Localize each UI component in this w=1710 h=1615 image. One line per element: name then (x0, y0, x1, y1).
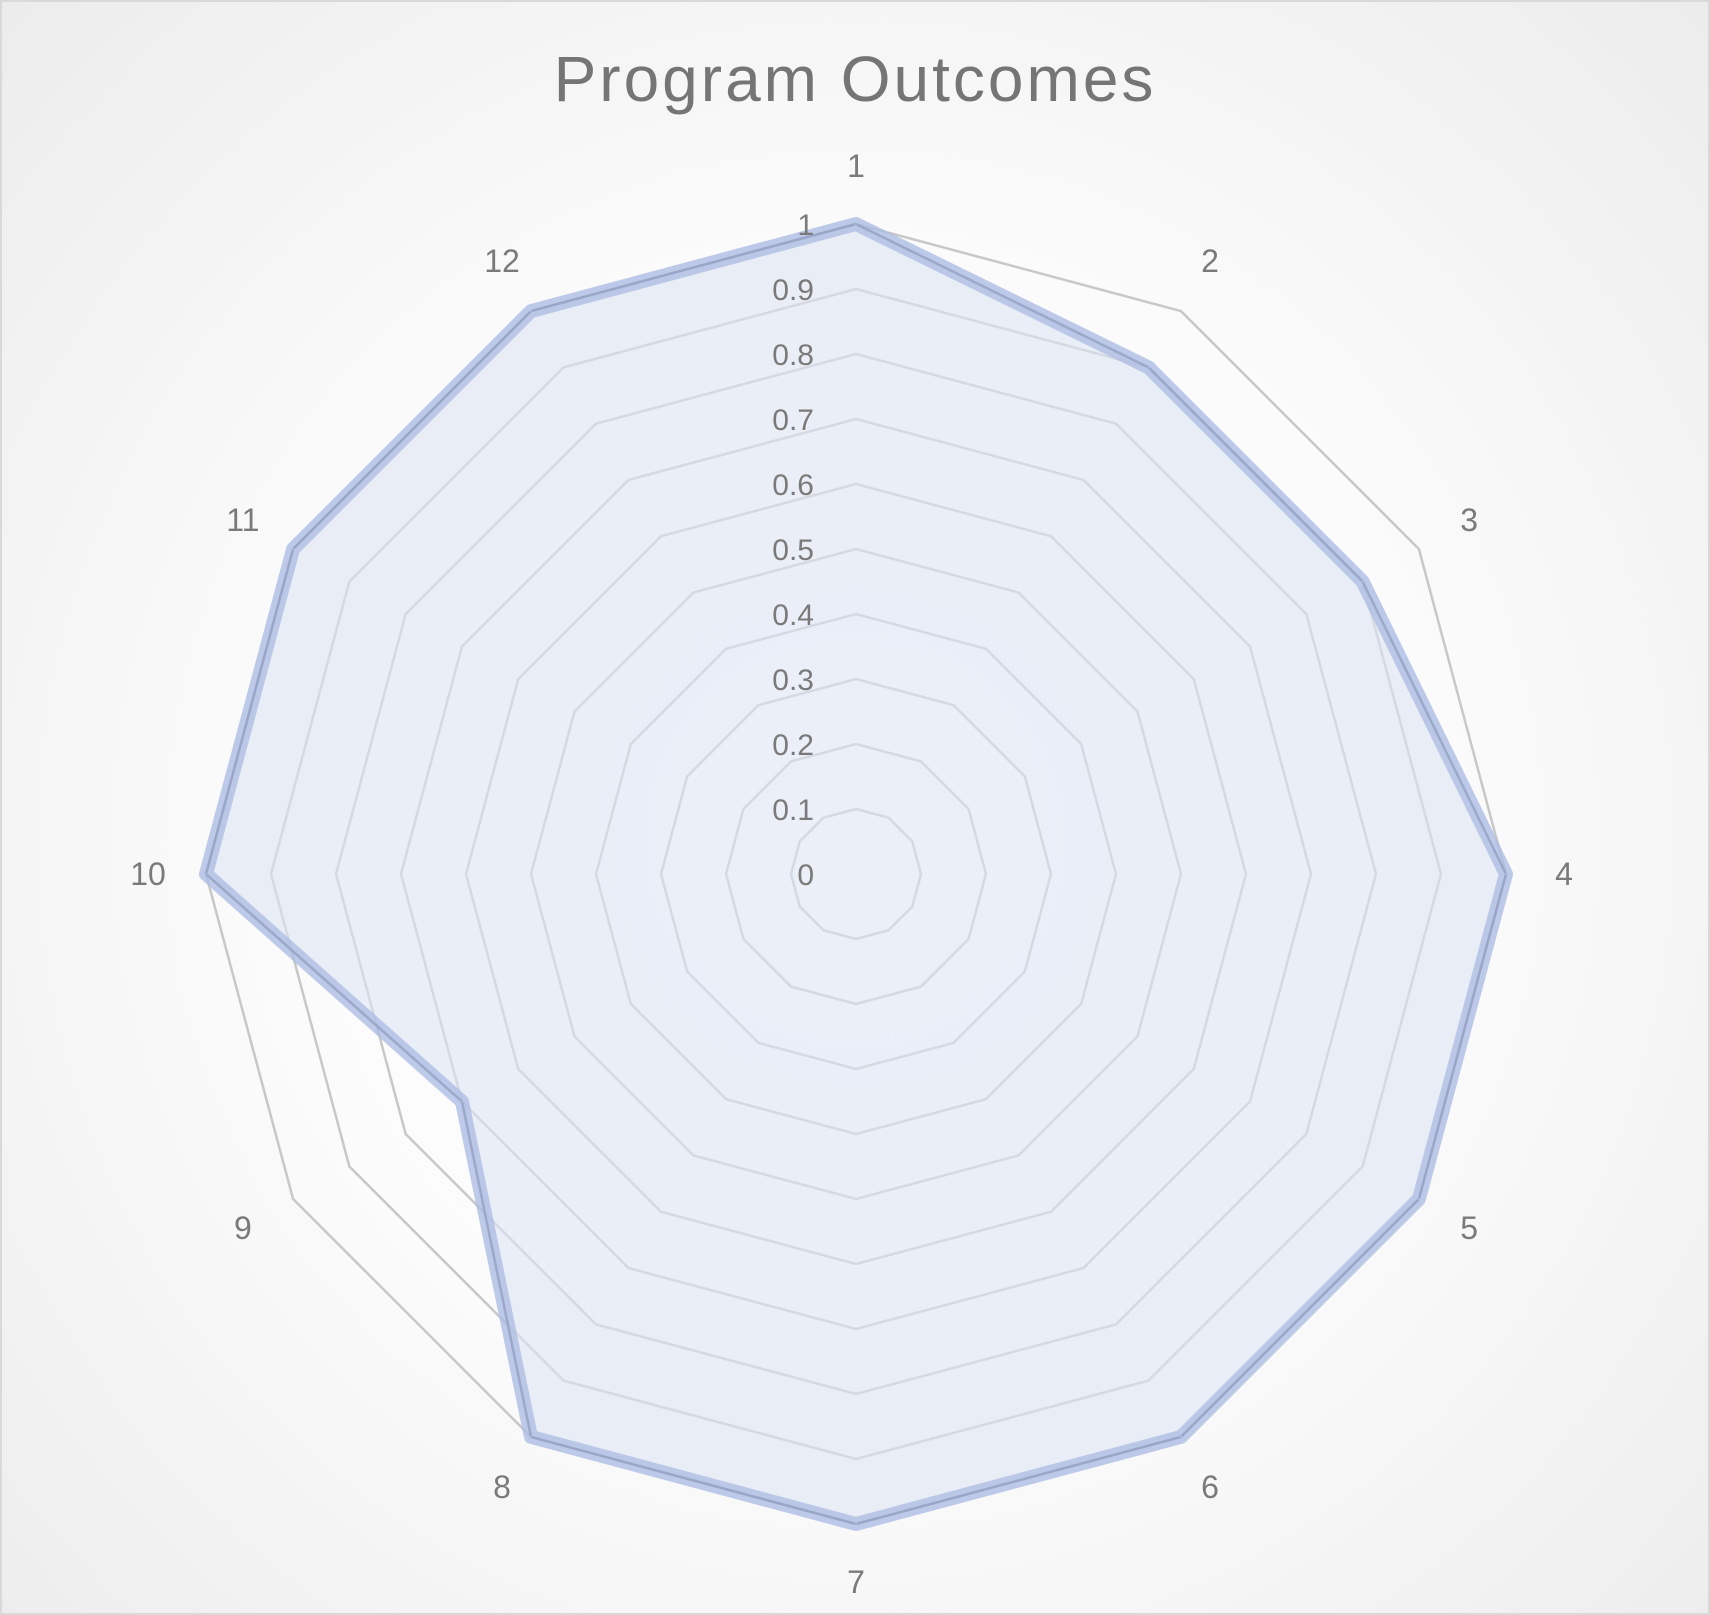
tick-label: 0.4 (772, 599, 814, 632)
category-label: 2 (1201, 243, 1219, 279)
tick-label-layer: 0 0.1 0.2 0.3 0.4 0.5 0.6 0.7 0.8 0.9 1 (772, 209, 814, 892)
category-label: 1 (847, 148, 865, 184)
series-area (206, 224, 1506, 1524)
tick-label: 0.9 (772, 274, 814, 307)
tick-label: 0.8 (772, 339, 814, 372)
tick-label: 1 (797, 209, 814, 242)
category-label: 6 (1201, 1469, 1219, 1505)
series-point (530, 1435, 532, 1438)
category-label: 11 (226, 502, 259, 538)
tick-label: 0.5 (772, 534, 814, 567)
series-point (1180, 1435, 1182, 1438)
series-point (1361, 580, 1364, 583)
tick-label: 0.2 (772, 729, 814, 762)
tick-label: 0.6 (772, 469, 814, 502)
category-label: 12 (484, 243, 520, 279)
category-label: 8 (493, 1469, 511, 1505)
tick-label: 0.3 (772, 664, 814, 697)
category-label: 10 (130, 856, 166, 892)
series-point (205, 873, 207, 875)
series-point (1505, 873, 1507, 875)
category-label: 4 (1555, 856, 1573, 892)
category-label: 9 (234, 1210, 252, 1246)
series-point (292, 548, 295, 550)
tick-label: 0.7 (772, 404, 814, 437)
series-point (530, 310, 532, 313)
series-point (1417, 1198, 1420, 1200)
category-label: 7 (847, 1564, 865, 1600)
tick-label: 0.1 (772, 794, 814, 827)
category-label: 5 (1460, 1210, 1478, 1246)
series-point (855, 1523, 857, 1525)
series-layer (199, 217, 1513, 1531)
series-point (855, 223, 857, 225)
series-point (460, 1100, 463, 1103)
series-point (1147, 366, 1150, 369)
tick-label: 0 (797, 859, 814, 892)
chart-title: Program Outcomes (553, 43, 1157, 115)
category-label: 3 (1460, 502, 1478, 538)
